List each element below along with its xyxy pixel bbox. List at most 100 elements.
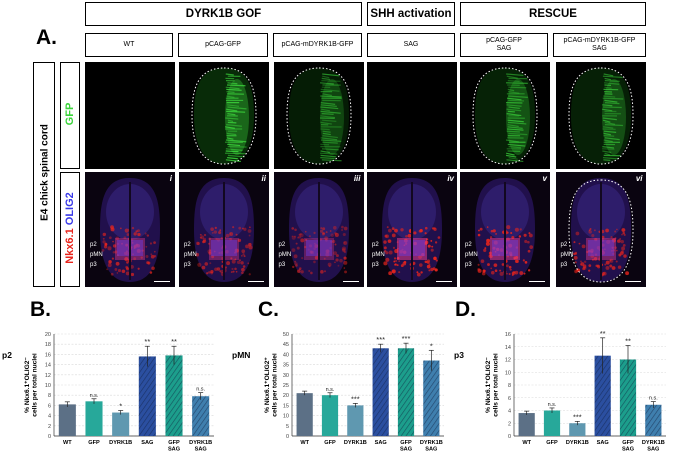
x-tick-label: DYRK1B: [189, 440, 212, 446]
domain-label-p2: p2: [184, 242, 191, 248]
bar: [58, 404, 76, 436]
significance-label: *: [430, 341, 433, 350]
x-tick-label: GFP: [324, 440, 336, 446]
y-tick-label: 6: [48, 403, 51, 409]
domain-labels: p2 pMN p3: [465, 240, 478, 270]
condition-sublabel: SAG: [496, 45, 512, 52]
y-tick-label: 12: [505, 358, 511, 364]
y-tick-label: 16: [505, 332, 511, 338]
domain-label: pMN: [232, 350, 250, 360]
panel-roman-numeral: iii: [353, 174, 361, 183]
y-tick-label: 20: [283, 393, 289, 399]
gfp-image-3: [273, 62, 364, 169]
y-tick-label: 5: [286, 424, 289, 430]
panel-d-letter: D.: [455, 298, 476, 321]
stain-image-5: v p2 pMN p3: [460, 172, 550, 287]
y-tick-label: 45: [283, 342, 289, 348]
domain-label-p3: p3: [560, 262, 568, 268]
bar: [85, 401, 103, 436]
bar: [372, 348, 389, 436]
group-header-rescue: RESCUE: [460, 2, 646, 26]
significance-label: n.s.: [90, 393, 99, 399]
x-tick-label: SAG: [375, 440, 387, 446]
y-tick-label: 10: [45, 383, 51, 389]
significance-label: ***: [376, 335, 385, 344]
domain-label-p2: p2: [90, 242, 97, 248]
domain-labels: p2 pMN p3: [90, 240, 103, 270]
y-tick-label: 40: [283, 352, 289, 358]
condition-header-5: pCAG-GFP SAG: [460, 33, 548, 57]
x-tick-label: GFP: [622, 440, 634, 446]
scale-bar: [624, 281, 641, 282]
bar-chart-p2: 0 2 4 6 8 10 12 14 16 18 20 % Nkx6.1⁺OLIG2⁻cells pe…: [2, 332, 214, 453]
scale-bar: [436, 281, 452, 282]
y-tick-label: 0: [48, 434, 51, 440]
domain-label-p3: p3: [184, 262, 191, 268]
significance-label: **: [600, 329, 606, 338]
domain-label: p3: [454, 350, 464, 360]
panel-c-letter: C.: [258, 298, 279, 321]
y-tick-label: 14: [45, 363, 51, 369]
significance-label: **: [144, 337, 150, 346]
y-axis-label: % Nkx6.1⁺OLIG2⁻cells per total nuclei: [24, 353, 39, 417]
domain-labels: p2 pMN p3: [184, 240, 197, 270]
y-tick-label: 2: [48, 424, 51, 430]
x-tick-label: SAG: [141, 440, 153, 446]
x-tick-label: SAG: [647, 447, 659, 453]
panel-roman-numeral: vi: [635, 174, 643, 183]
domain-label-pmn: pMN: [184, 252, 197, 258]
domain-label-p2: p2: [465, 242, 472, 248]
condition-header-1: WT: [85, 33, 173, 57]
panel-roman-numeral: i: [169, 174, 172, 183]
x-tick-label: DYRK1B: [344, 440, 367, 446]
significance-label: ***: [351, 394, 360, 403]
x-tick-label: WT: [63, 440, 72, 446]
y-axis-label: % Nkx6.1⁺OLIG2⁺cells per total nuclei: [264, 353, 279, 417]
bar: [619, 359, 637, 436]
bar: [347, 405, 364, 436]
bar: [518, 413, 535, 436]
stain-image-1: i p2 pMN p3: [85, 172, 175, 287]
domain-label-p2: p2: [372, 242, 379, 248]
stain-image-6: vi p2 pMN p3: [555, 172, 646, 287]
y-tick-label: 16: [45, 352, 51, 358]
gfp-label: GFP: [64, 102, 76, 126]
domain-label-pmn: pMN: [465, 252, 478, 258]
domain-label-p3: p3: [90, 262, 97, 268]
domain-labels: p2 pMN p3: [372, 240, 385, 270]
panel-roman-numeral: v: [542, 174, 547, 183]
bar: [397, 348, 415, 436]
panel-b-letter: B.: [30, 298, 51, 321]
x-tick-label: GFP: [400, 440, 412, 446]
scale-bar: [154, 281, 170, 282]
y-tick-label: 10: [283, 414, 289, 420]
x-tick-label: SAG: [195, 447, 207, 453]
panel-roman-numeral: ii: [261, 174, 266, 183]
gfp-image-4: [367, 62, 457, 169]
condition-header-6: pCAG-mDYRK1B-GFP SAG: [553, 33, 646, 57]
x-tick-label: DYRK1B: [642, 440, 665, 446]
x-tick-label: GFP: [168, 440, 180, 446]
bar: [594, 355, 611, 436]
condition-header-4: SAG: [367, 33, 455, 57]
domain-labels: p2 pMN p3: [561, 240, 574, 270]
domain-label-pmn: pMN: [372, 252, 385, 258]
stain-image-2: ii p2 pMN p3: [179, 172, 269, 287]
stain-label: Nkx6.1 OLIG2: [64, 192, 76, 264]
y-tick-label: 6: [508, 396, 511, 402]
panel-roman-numeral: iv: [447, 174, 454, 183]
bar: [321, 395, 339, 436]
y-tick-label: 30: [283, 373, 289, 379]
domain-label-pmn: pMN: [90, 252, 103, 258]
y-tick-label: 14: [505, 345, 511, 351]
side-title-box: E4 chick spinal cord: [33, 62, 55, 287]
domain-label-p2: p2: [278, 242, 286, 248]
domain-label-p3: p3: [278, 262, 286, 268]
significance-label: *: [119, 402, 122, 411]
condition-label: WT: [123, 41, 135, 48]
x-tick-label: SAG: [425, 447, 437, 453]
stain-image-4: iv p2 pMN p3: [367, 172, 457, 287]
y-axis-label: % Nkx6.1⁺OLIG2⁻cells per total nuclei: [485, 353, 500, 417]
bar: [645, 404, 662, 436]
x-tick-label: GFP: [546, 440, 558, 446]
